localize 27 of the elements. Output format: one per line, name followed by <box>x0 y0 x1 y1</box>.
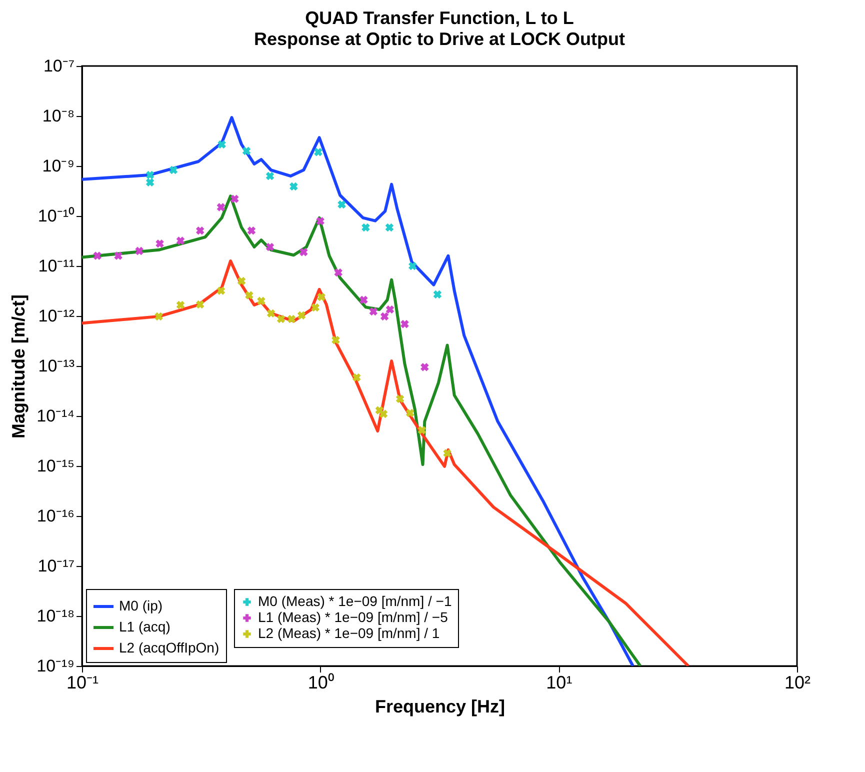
y-tick-label: 10⁻⁷ <box>43 56 74 76</box>
y-tick-label: 10⁻⁸ <box>42 106 74 126</box>
y-tick-label: 10⁻¹⁰ <box>38 206 74 226</box>
x-axis-title: Frequency [Hz] <box>374 696 506 716</box>
legend-label: L2 (Meas) * 1e−09 [m/nm] / 1 <box>258 625 440 641</box>
x-tick-label: 10² <box>784 672 811 692</box>
legend-label: L1 (acq) <box>119 618 170 634</box>
y-tick-label: 10⁻¹⁹ <box>36 656 74 676</box>
y-tick-label: 10⁻¹¹ <box>38 256 75 276</box>
y-tick-label: 10⁻¹⁸ <box>36 606 74 626</box>
legend-label: M0 (ip) <box>119 598 163 614</box>
legend-label: L2 (acqOffIpOn) <box>119 640 220 656</box>
y-tick-label: 10⁻⁹ <box>42 156 74 176</box>
chart-title: QUAD Transfer Function, L to L <box>305 8 574 28</box>
y-tick-label: 10⁻¹⁴ <box>36 406 74 426</box>
x-tick-label: 10⁻¹ <box>66 672 99 692</box>
y-tick-label: 10⁻¹⁷ <box>38 556 74 576</box>
legend-label: L1 (Meas) * 1e−09 [m/nm] / −5 <box>258 609 448 625</box>
x-tick-label: 10⁰ <box>308 672 334 692</box>
y-tick-label: 10⁻¹⁵ <box>36 456 74 476</box>
chart-subtitle: Response at Optic to Drive at LOCK Output <box>254 29 626 49</box>
legend-label: M0 (Meas) * 1e−09 [m/nm] / −1 <box>258 593 452 609</box>
y-tick-label: 10⁻¹² <box>38 306 75 326</box>
y-tick-label: 10⁻¹³ <box>38 356 75 376</box>
y-tick-label: 10⁻¹⁶ <box>36 506 74 526</box>
x-tick-label: 10¹ <box>546 672 572 692</box>
y-axis-title: Magnitude [m/ct] <box>8 294 29 438</box>
